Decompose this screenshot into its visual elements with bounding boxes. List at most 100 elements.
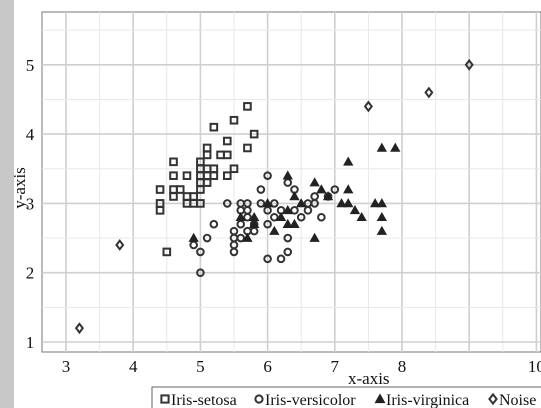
point-iris-setosa [243, 102, 252, 111]
x-tick-label: 7 [331, 357, 340, 376]
point-iris-versicolor [310, 192, 319, 201]
point-iris-virginica [309, 232, 320, 242]
data-points [74, 58, 474, 335]
point-iris-setosa [209, 164, 219, 174]
legend: Iris-setosa Iris-versicolor Iris-virginica… [151, 386, 541, 408]
x-tick-label: 3 [62, 357, 71, 376]
y-tick-label: 1 [26, 333, 35, 352]
point-iris-virginica [322, 191, 334, 201]
y-tick-label: 2 [26, 264, 35, 283]
point-iris-versicolor [317, 212, 326, 222]
point-iris-virginica [390, 142, 401, 152]
point-noise [74, 322, 85, 335]
point-iris-setosa [222, 150, 232, 160]
grid-lines [42, 12, 541, 352]
y-tick-label: 3 [26, 194, 35, 213]
point-iris-virginica [296, 198, 307, 208]
point-iris-setosa [169, 171, 178, 180]
x-tick-label: 10 [528, 357, 541, 376]
point-iris-setosa [222, 171, 232, 180]
point-iris-setosa [155, 199, 165, 208]
point-iris-virginica [235, 211, 246, 222]
point-iris-virginica [356, 211, 367, 222]
point-iris-versicolor [283, 247, 293, 257]
legend-label-iris-setosa: Iris-setosa [171, 392, 237, 408]
point-iris-setosa [202, 143, 212, 153]
point-iris-versicolor [256, 185, 266, 194]
point-iris-versicolor [263, 171, 272, 180]
point-noise [464, 58, 474, 71]
legend-marker-noise [488, 392, 498, 406]
point-noise [115, 239, 125, 251]
point-iris-versicolor [270, 212, 279, 222]
point-iris-versicolor [229, 226, 239, 236]
point-iris-virginica [376, 198, 387, 208]
point-iris-virginica [289, 191, 300, 201]
point-iris-setosa [162, 247, 172, 257]
point-iris-versicolor [222, 199, 232, 208]
point-iris-versicolor [243, 199, 252, 208]
point-iris-setosa [229, 164, 239, 174]
point-iris-setosa [249, 129, 259, 139]
legend-marker-iris-virginica [374, 393, 386, 404]
point-iris-virginica [316, 184, 327, 194]
point-iris-virginica [188, 232, 199, 242]
y-axis-label: y-axis [10, 167, 29, 209]
y-tick-label: 5 [26, 56, 35, 75]
point-iris-versicolor [202, 233, 212, 243]
point-iris-versicolor [263, 219, 272, 229]
point-iris-setosa [222, 136, 232, 146]
legend-label-noise: Noise [499, 392, 536, 408]
point-iris-virginica [249, 218, 260, 228]
point-iris-versicolor [209, 219, 219, 229]
legend-box [151, 386, 541, 408]
point-iris-virginica [369, 198, 381, 208]
point-iris-virginica [343, 184, 354, 194]
point-iris-virginica [275, 211, 287, 222]
point-iris-versicolor [256, 199, 266, 208]
point-iris-virginica [349, 205, 361, 215]
point-iris-virginica [376, 142, 387, 152]
point-iris-versicolor [276, 254, 286, 264]
point-iris-setosa [196, 157, 205, 167]
point-iris-setosa [196, 199, 205, 208]
legend-label-iris-versicolor: Iris-versicolor [265, 392, 356, 408]
point-iris-virginica [343, 198, 354, 208]
point-iris-versicolor [290, 206, 299, 215]
point-iris-virginica [269, 225, 280, 235]
point-iris-virginica [282, 170, 293, 180]
point-iris-virginica [309, 177, 320, 187]
point-iris-versicolor [196, 268, 205, 278]
point-iris-setosa [189, 192, 198, 201]
point-iris-versicolor [330, 185, 340, 194]
point-iris-setosa [155, 185, 165, 194]
point-iris-versicolor [296, 212, 306, 222]
point-iris-virginica [343, 156, 354, 166]
point-iris-setosa [243, 143, 252, 153]
point-iris-setosa [175, 185, 185, 194]
point-iris-virginica [242, 232, 253, 242]
point-iris-versicolor [270, 199, 279, 208]
point-iris-virginica [289, 218, 300, 228]
x-tick-label: 8 [398, 357, 407, 376]
point-iris-versicolor [196, 247, 205, 257]
point-iris-virginica [376, 225, 387, 235]
x-axis-label: x-axis [348, 369, 390, 388]
y-tick-label: 4 [26, 125, 35, 144]
point-iris-virginica [249, 211, 260, 222]
point-noise [424, 86, 434, 99]
point-iris-virginica [282, 218, 293, 228]
point-iris-setosa [209, 122, 219, 132]
point-iris-virginica [262, 198, 273, 208]
point-noise [363, 100, 373, 113]
point-iris-virginica [336, 198, 347, 208]
point-iris-versicolor [263, 254, 272, 264]
legend-marker-iris-versicolor [254, 394, 264, 404]
x-tick-label: 6 [263, 357, 272, 376]
point-iris-versicolor [236, 233, 246, 243]
point-iris-setosa [229, 115, 239, 125]
x-tick-label: 5 [196, 357, 205, 376]
left-gray-strip [0, 0, 14, 408]
